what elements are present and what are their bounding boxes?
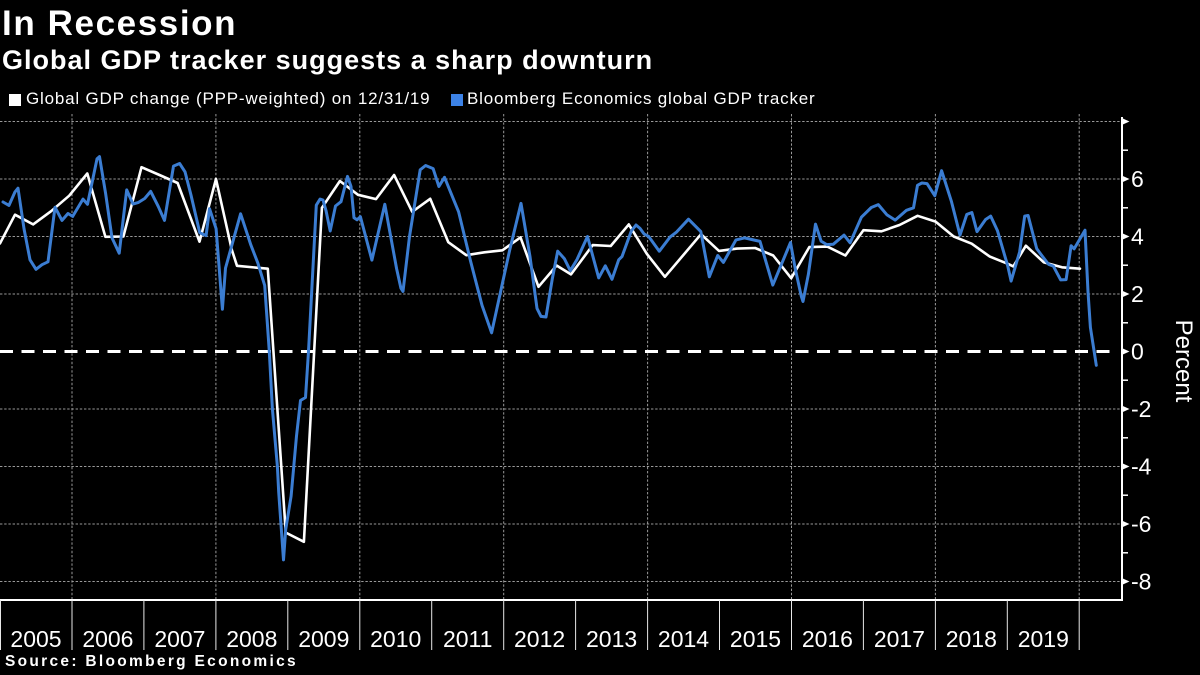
svg-text:2005: 2005 — [10, 626, 61, 652]
svg-text:2012: 2012 — [514, 626, 565, 652]
svg-text:-2: -2 — [1131, 396, 1151, 422]
svg-text:0: 0 — [1131, 339, 1144, 365]
svg-text:2013: 2013 — [586, 626, 637, 652]
svg-text:2006: 2006 — [82, 626, 133, 652]
svg-text:2019: 2019 — [1018, 626, 1069, 652]
svg-text:2007: 2007 — [154, 626, 205, 652]
svg-text:4: 4 — [1131, 224, 1144, 250]
svg-text:2009: 2009 — [298, 626, 349, 652]
svg-text:2010: 2010 — [370, 626, 421, 652]
svg-text:2016: 2016 — [802, 626, 853, 652]
svg-text:-4: -4 — [1131, 454, 1152, 480]
svg-text:2: 2 — [1131, 281, 1144, 307]
svg-text:2018: 2018 — [946, 626, 997, 652]
svg-text:2014: 2014 — [658, 626, 709, 652]
svg-text:2008: 2008 — [226, 626, 277, 652]
svg-text:2017: 2017 — [874, 626, 925, 652]
svg-text:-8: -8 — [1131, 569, 1151, 595]
svg-text:2011: 2011 — [443, 626, 492, 652]
svg-text:2015: 2015 — [730, 626, 781, 652]
svg-text:6: 6 — [1131, 166, 1144, 192]
svg-text:-6: -6 — [1131, 511, 1151, 537]
